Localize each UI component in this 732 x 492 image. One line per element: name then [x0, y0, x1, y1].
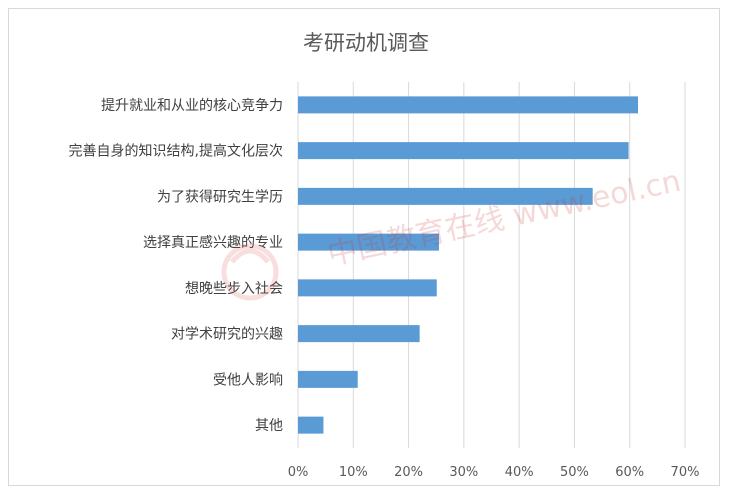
x-tick-label: 40% — [505, 465, 534, 480]
bar — [298, 96, 639, 114]
chart-title: 考研动机调查 — [303, 31, 429, 55]
x-tick-label: 60% — [615, 465, 644, 480]
bar — [298, 370, 358, 388]
category-label: 提升就业和从业的核心竞争力 — [101, 97, 283, 114]
bar — [298, 416, 324, 434]
category-label: 选择真正感兴趣的专业 — [143, 234, 283, 251]
category-labels: 提升就业和从业的核心竞争力完善自身的知识结构,提高文化层次为了获得研究生学历选择… — [69, 97, 283, 434]
x-tick-label: 20% — [394, 465, 423, 480]
category-label: 完善自身的知识结构,提高文化层次 — [69, 143, 283, 160]
x-tick-labels: 0% 10% 20% 30% 40% 50% 60% 70% — [288, 465, 700, 480]
watermark: 中国教育在线 www.eol.cn — [221, 164, 684, 301]
category-label: 想晚些步入社会 — [185, 281, 283, 297]
x-tick-label: 50% — [560, 465, 589, 480]
bar — [298, 142, 629, 160]
bars — [298, 96, 639, 434]
bar — [298, 187, 593, 205]
x-tick-label: 10% — [339, 465, 368, 480]
bar — [298, 325, 420, 343]
category-label: 对学术研究的兴趣 — [171, 327, 283, 343]
x-tick-label: 0% — [288, 465, 309, 480]
bar — [298, 233, 439, 251]
x-tick-label: 30% — [449, 465, 478, 480]
x-tick-label: 70% — [671, 465, 700, 480]
category-label: 受他人影响 — [213, 372, 283, 388]
watermark-logo-icon — [221, 243, 279, 301]
category-label: 其他 — [255, 418, 283, 434]
category-label: 为了获得研究生学历 — [157, 188, 283, 205]
bar — [298, 279, 437, 297]
